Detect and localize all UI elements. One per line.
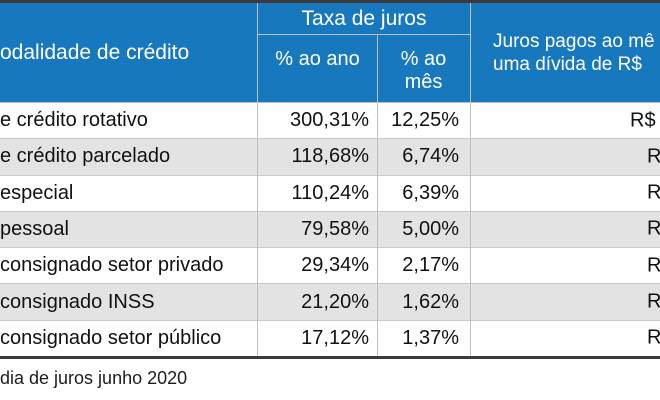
table-row: consignado setor privado 29,34% 2,17% R [0, 248, 660, 285]
cell-year-rate: 118,68% [291, 145, 369, 168]
column-group-header-taxa-de-juros: Taxa de juros [258, 3, 470, 35]
table-top-border [0, 0, 660, 3]
table-caption: dia de juros junho 2020 [0, 368, 188, 388]
cell-month-rate: 6,39% [402, 181, 459, 204]
paid-amount-fragment: R [647, 217, 660, 240]
cell-month-rate: 12,25% [391, 109, 459, 132]
cell-year-rate: 29,34% [301, 254, 369, 277]
cell-month-rate: 1,62% [402, 290, 459, 313]
table-row: consignado INSS 21,20% 1,62% R [0, 284, 660, 321]
column-header-percent-month: % ao mês [377, 35, 470, 103]
column-header-juros-pagos-line2: uma dívida de R$ [493, 54, 642, 75]
cell-modalidade: consignado setor público [0, 326, 222, 349]
cell-modalidade: e crédito rotativo [0, 109, 148, 132]
cell-month-rate: 2,17% [402, 254, 459, 277]
cell-paid-amount: R [470, 321, 660, 356]
table-body: e crédito rotativo 300,31% 12,25% R$ e c… [0, 103, 660, 356]
cell-year-rate: 79,58% [301, 217, 369, 240]
taxa-group-divider [258, 34, 470, 35]
cell-modalidade: e crédito parcelado [0, 145, 171, 168]
cell-month-rate: 5,00% [402, 217, 459, 240]
paid-amount-fragment: R [647, 254, 660, 277]
cell-month-rate: 1,37% [402, 326, 459, 349]
paid-amount-fragment: R [647, 290, 660, 313]
table-row: e crédito parcelado 118,68% 6,74% R [0, 139, 660, 176]
cell-month-rate: 6,74% [402, 145, 459, 168]
cell-paid-amount: R [470, 212, 660, 247]
paid-amount-fragment: R [647, 326, 660, 349]
table-row: e crédito rotativo 300,31% 12,25% R$ [0, 103, 660, 140]
cell-paid-amount: R [470, 139, 660, 174]
column-divider [257, 3, 258, 356]
cell-modalidade: especial [0, 181, 74, 204]
column-header-modalidade: odalidade de crédito [0, 3, 258, 103]
cell-year-rate: 300,31% [290, 109, 369, 132]
column-header-modalidade-label: odalidade de crédito [0, 41, 190, 64]
table-row: especial 110,24% 6,39% R [0, 176, 660, 212]
column-header-juros-pagos-line1: Juros pagos ao mê [493, 31, 655, 52]
column-divider [377, 34, 378, 356]
column-header-juros-pagos: Juros pagos ao mê uma dívida de R$ [470, 3, 660, 103]
cell-modalidade: pessoal [0, 217, 69, 240]
cell-year-rate: 17,12% [301, 326, 369, 349]
column-header-percent-month-label: % ao mês [400, 48, 447, 93]
table-row: pessoal 79,58% 5,00% R [0, 211, 660, 249]
cell-paid-amount: R [470, 176, 660, 211]
table-row: consignado setor público 17,12% 1,37% R [0, 321, 660, 356]
paid-amount-fragment: R$ [630, 109, 656, 132]
cell-paid-amount: R [470, 248, 660, 283]
cell-paid-amount: R$ [470, 103, 660, 138]
cell-modalidade: consignado INSS [0, 290, 155, 313]
table-bottom-border [0, 356, 660, 359]
cell-paid-amount: R [470, 284, 660, 319]
table-header: odalidade de crédito Taxa de juros % ao … [0, 3, 660, 103]
paid-amount-fragment: R [647, 181, 660, 204]
paid-amount-fragment: R [647, 145, 660, 168]
column-divider [470, 3, 471, 356]
column-header-percent-year: % ao ano [258, 35, 377, 103]
column-group-header-taxa-label: Taxa de juros [301, 7, 427, 30]
column-header-percent-year-label: % ao ano [275, 48, 360, 70]
header-bottom-divider [0, 102, 660, 103]
cell-modalidade: consignado setor privado [0, 254, 224, 277]
cell-year-rate: 110,24% [291, 181, 369, 204]
cell-year-rate: 21,20% [301, 290, 369, 313]
